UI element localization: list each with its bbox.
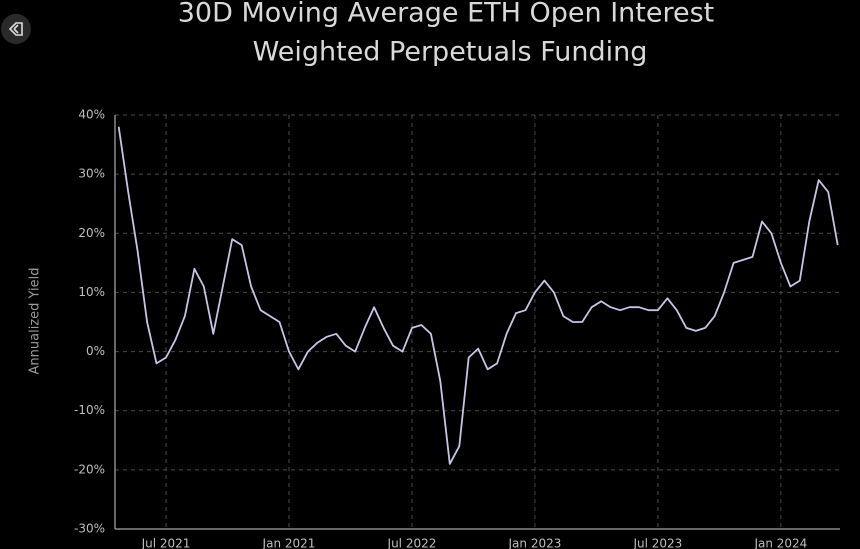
x-tick-label: Jan 2024 xyxy=(753,537,807,549)
chart-title: Weighted Perpetuals Funding xyxy=(253,37,648,68)
x-tick-label: Jan 2021 xyxy=(262,537,316,549)
y-tick-label: 20% xyxy=(78,226,105,240)
y-tick-label: 0% xyxy=(86,344,105,358)
x-tick-label: Jul 2021 xyxy=(141,537,191,549)
x-tick-label: Jan 2023 xyxy=(508,537,562,549)
logo[interactable] xyxy=(1,14,31,44)
y-tick-label: -10% xyxy=(74,403,105,417)
y-tick-label: 30% xyxy=(78,167,105,181)
y-tick-label: -30% xyxy=(74,522,105,536)
x-tick-label: Jul 2023 xyxy=(632,537,682,549)
chart-title: 30D Moving Average ETH Open Interest xyxy=(178,0,715,29)
y-tick-label: -20% xyxy=(74,462,105,476)
y-tick-label: 40% xyxy=(78,108,105,122)
y-tick-label: 10% xyxy=(78,285,105,299)
logo-circle xyxy=(1,14,31,44)
x-tick-label: Jul 2022 xyxy=(387,537,437,549)
logo-icon xyxy=(8,22,23,36)
series-line xyxy=(117,126,839,465)
y-axis-label: Annualized Yield xyxy=(28,268,43,375)
